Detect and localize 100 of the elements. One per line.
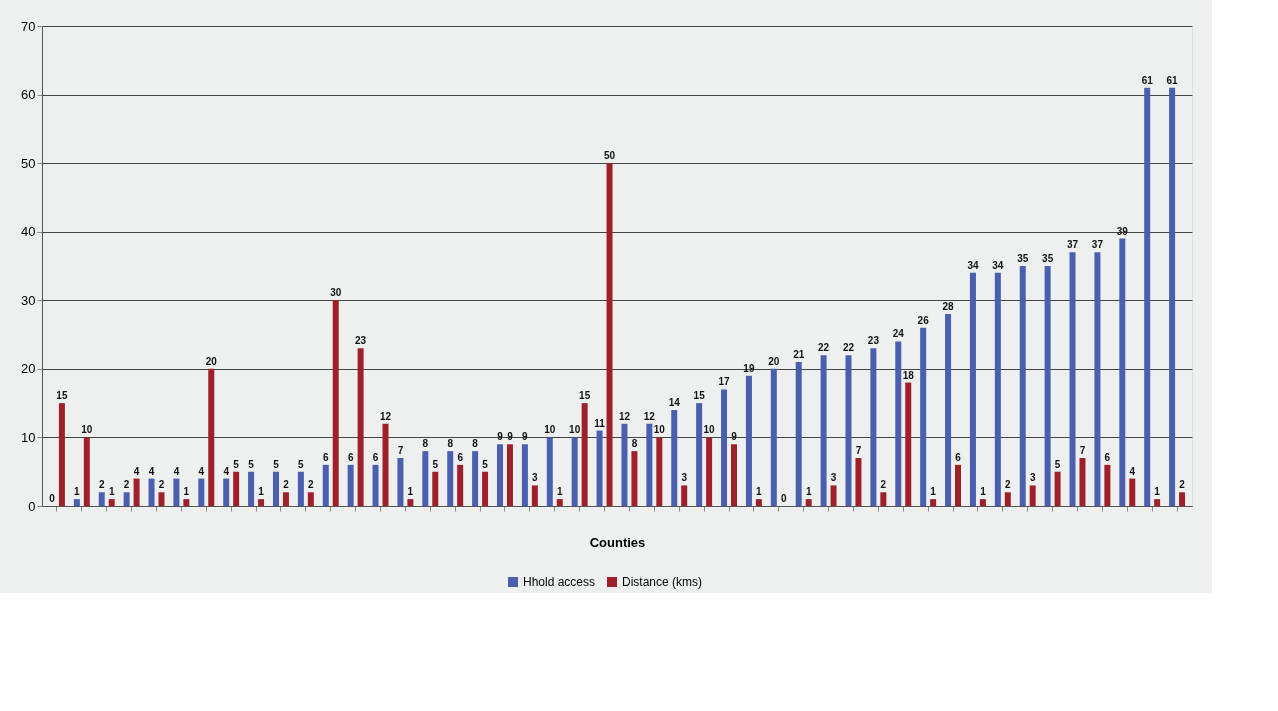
data-label: 18 <box>902 369 915 381</box>
bar <box>347 464 354 506</box>
bar <box>297 471 304 506</box>
data-label: 8 <box>447 438 454 450</box>
data-label: 12 <box>379 410 392 422</box>
bar <box>581 403 588 506</box>
data-label: 6 <box>347 451 354 463</box>
data-label: 7 <box>397 445 404 456</box>
data-label: 0 <box>780 493 787 504</box>
bar <box>905 382 912 506</box>
data-label: 0 <box>49 493 56 504</box>
bar <box>258 499 265 506</box>
bar <box>472 451 479 506</box>
bar <box>1169 87 1176 506</box>
bar <box>457 464 464 506</box>
data-label: 2 <box>123 479 130 491</box>
data-label: 2 <box>98 479 105 491</box>
bar <box>979 499 986 506</box>
y-tick-label: 0 <box>28 498 36 514</box>
data-label: 22 <box>842 342 855 354</box>
data-label: 23 <box>867 335 880 347</box>
bar <box>173 478 180 506</box>
data-label: 3 <box>532 472 539 484</box>
bar <box>656 437 663 506</box>
data-label: 6 <box>322 451 329 463</box>
bar <box>805 499 812 506</box>
bar <box>1094 252 1101 506</box>
bar <box>1079 458 1086 506</box>
data-label: 21 <box>793 349 805 360</box>
bar <box>969 272 976 506</box>
data-label: 1 <box>556 486 563 498</box>
bar <box>994 272 1001 506</box>
y-tick-label: 60 <box>21 87 36 103</box>
data-label: 4 <box>173 465 180 477</box>
bar <box>58 403 65 506</box>
data-label: 1 <box>407 486 414 498</box>
data-label: 6 <box>955 451 962 463</box>
data-label: 10 <box>81 424 93 436</box>
data-label: 1 <box>805 486 812 498</box>
data-label: 5 <box>1054 458 1061 470</box>
data-label: 11 <box>594 417 606 429</box>
bar <box>621 423 628 506</box>
bar <box>795 362 802 506</box>
data-label: 12 <box>643 410 656 422</box>
data-label: 12 <box>618 410 631 422</box>
data-label: 2 <box>308 479 315 491</box>
bar <box>397 458 404 506</box>
bar <box>945 314 952 506</box>
legend-label: Hhold access <box>523 575 596 589</box>
bar <box>880 492 887 506</box>
bar <box>1029 485 1036 506</box>
bar <box>332 300 339 506</box>
x-axis-title: Counties <box>589 535 646 550</box>
data-label: 9 <box>522 431 529 443</box>
data-label: 8 <box>472 438 479 450</box>
bar <box>681 485 688 506</box>
data-label: 37 <box>1066 239 1079 251</box>
data-label: 5 <box>432 458 439 470</box>
data-label: 1 <box>183 486 190 498</box>
bar <box>272 471 279 506</box>
bar <box>198 478 205 506</box>
data-label: 26 <box>917 314 930 326</box>
data-label: 5 <box>233 458 240 470</box>
bar <box>98 492 105 506</box>
data-label: 3 <box>681 472 688 484</box>
data-label: 10 <box>703 424 716 436</box>
bar <box>1104 464 1111 506</box>
data-label: 15 <box>56 390 68 402</box>
bar <box>721 389 728 506</box>
bar <box>482 471 489 506</box>
data-label: 4 <box>198 465 205 477</box>
data-label: 2 <box>1179 479 1186 491</box>
bar <box>357 348 364 506</box>
bar <box>447 451 454 506</box>
y-tick-label: 70 <box>21 18 36 34</box>
bar <box>1144 87 1151 506</box>
data-label: 5 <box>248 458 255 470</box>
data-label: 24 <box>892 328 905 340</box>
data-label: 1 <box>258 486 265 498</box>
bar <box>282 492 289 506</box>
bar <box>233 471 240 506</box>
bar <box>845 355 852 506</box>
data-label: 1 <box>930 486 937 498</box>
bar <box>1179 492 1186 506</box>
data-label: 6 <box>1104 451 1111 463</box>
bar <box>1069 252 1076 506</box>
data-label: 30 <box>330 287 342 299</box>
bar <box>382 423 389 506</box>
data-label: 50 <box>603 150 616 162</box>
bar <box>521 444 528 506</box>
bar <box>158 492 165 506</box>
data-label: 10 <box>569 424 581 436</box>
bar <box>307 492 314 506</box>
bar <box>671 410 678 506</box>
data-label: 22 <box>818 342 830 354</box>
data-label: 35 <box>1017 253 1029 264</box>
y-tick-label: 10 <box>21 429 36 445</box>
bar <box>432 471 439 506</box>
data-label: 17 <box>718 376 731 388</box>
data-label: 23 <box>355 335 367 347</box>
